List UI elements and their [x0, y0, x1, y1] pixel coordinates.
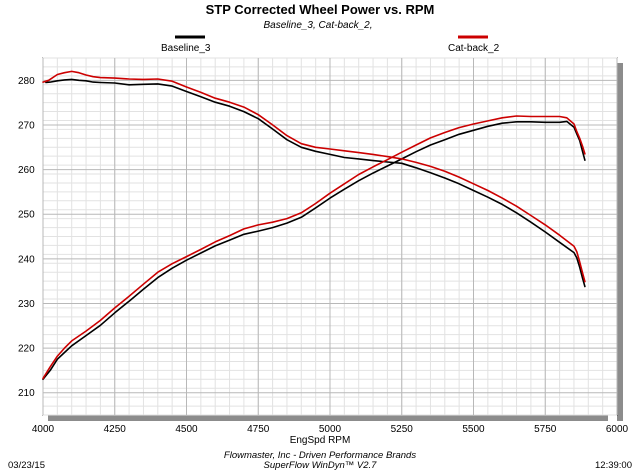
footer: 03/23/15 Flowmaster, Inc - Driven Perfor… [8, 450, 632, 471]
plot-shadow-bottom [48, 415, 608, 421]
series-line-power-rising [42, 120, 586, 381]
series-line-power-falling [45, 78, 586, 288]
legend-label-baseline: Baseline_3 [161, 43, 211, 54]
x-tick-label: 5750 [534, 424, 557, 435]
footer-time: 12:39:00 [595, 460, 632, 471]
y-tick-label: 280 [18, 76, 35, 87]
series [42, 70, 586, 381]
x-tick-label: 4250 [104, 424, 127, 435]
y-tick-label: 260 [18, 165, 35, 176]
axis-ticks: 4000 4250 4500 4750 5000 5250 5500 5750 6000 210 2… [18, 76, 629, 435]
footer-company: Flowmaster, Inc - Driven Performance Bra… [224, 450, 416, 461]
footer-software: SuperFlow WinDyn™ V2.7 [264, 460, 378, 471]
series-line-power-falling [42, 70, 586, 283]
y-tick-label: 230 [18, 299, 35, 310]
y-tick-label: 210 [18, 388, 35, 399]
series-line-power-rising [42, 115, 586, 380]
plot-area [42, 57, 623, 421]
x-tick-label: 6000 [606, 424, 629, 435]
x-tick-label: 4750 [247, 424, 270, 435]
series-catback [42, 70, 586, 380]
y-tick-label: 220 [18, 344, 35, 355]
series-baseline [42, 78, 586, 381]
legend: Baseline_3 Cat-back_2 [161, 35, 500, 54]
x-tick-label: 5500 [462, 424, 485, 435]
x-tick-label: 5000 [319, 424, 342, 435]
plot-shadow-right [617, 63, 623, 421]
chart-subtitle: Baseline_3, Cat-back_2, [264, 20, 373, 31]
footer-date: 03/23/15 [8, 460, 45, 471]
x-axis-label: EngSpd RPM [290, 435, 351, 446]
grid [42, 57, 618, 416]
y-tick-label: 240 [18, 254, 35, 265]
y-tick-label: 270 [18, 120, 35, 131]
legend-label-catback: Cat-back_2 [448, 43, 500, 54]
x-tick-label: 4000 [32, 424, 55, 435]
y-tick-label: 250 [18, 210, 35, 221]
chart-title: STP Corrected Wheel Power vs. RPM [206, 2, 435, 17]
x-tick-label: 4500 [175, 424, 198, 435]
x-tick-label: 5250 [391, 424, 414, 435]
